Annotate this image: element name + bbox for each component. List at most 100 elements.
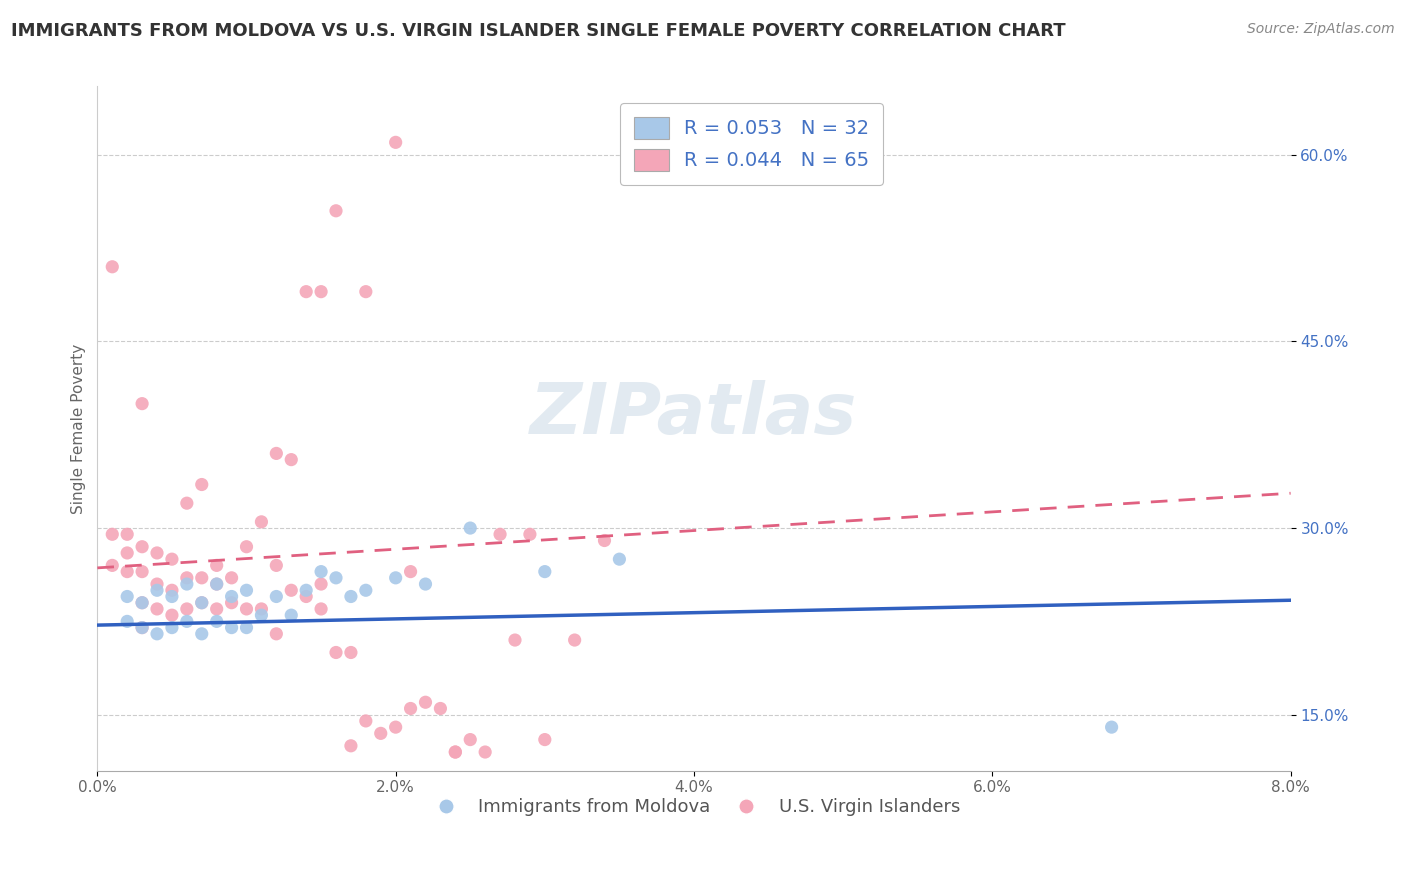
Point [399,565,422,579]
Point [354,714,377,728]
Point [176,602,198,616]
Point [429,701,451,715]
Point [160,590,183,604]
Point [146,602,169,616]
Point [101,558,124,573]
Point [190,477,212,491]
Point [533,732,555,747]
Point [221,571,243,585]
Point [146,546,169,560]
Point [370,726,392,740]
Point [131,621,153,635]
Point [384,136,406,150]
Point [458,521,481,535]
Point [131,540,153,554]
Point [266,446,288,460]
Point [160,583,183,598]
Point [564,633,586,648]
Point [295,590,318,604]
Point [235,621,257,635]
Point [115,615,138,629]
Legend: Immigrants from Moldova, U.S. Virgin Islanders: Immigrants from Moldova, U.S. Virgin Isl… [420,791,967,823]
Point [176,577,198,591]
Point [131,596,153,610]
Point [280,608,302,623]
Point [176,615,198,629]
Point [354,583,377,598]
Point [250,515,273,529]
Point [146,627,169,641]
Point [340,590,363,604]
Point [1101,720,1123,734]
Point [221,590,243,604]
Point [325,645,347,659]
Point [101,260,124,274]
Point [503,633,526,648]
Point [160,552,183,566]
Point [115,565,138,579]
Point [474,745,496,759]
Point [399,701,422,715]
Point [533,565,555,579]
Point [489,527,512,541]
Point [115,590,138,604]
Point [458,732,481,747]
Point [325,571,347,585]
Point [221,621,243,635]
Point [205,602,228,616]
Point [131,397,153,411]
Point [444,745,467,759]
Point [519,527,541,541]
Point [176,496,198,510]
Point [266,627,288,641]
Point [340,645,363,659]
Point [280,583,302,598]
Point [415,695,437,709]
Point [205,577,228,591]
Point [205,558,228,573]
Point [309,602,332,616]
Point [205,577,228,591]
Point [221,596,243,610]
Point [309,285,332,299]
Point [190,596,212,610]
Point [190,571,212,585]
Point [235,583,257,598]
Point [354,285,377,299]
Point [415,577,437,591]
Point [131,596,153,610]
Point [160,621,183,635]
Point [250,608,273,623]
Point [295,583,318,598]
Point [280,452,302,467]
Point [250,602,273,616]
Point [309,577,332,591]
Point [176,571,198,585]
Point [295,285,318,299]
Point [160,608,183,623]
Point [115,527,138,541]
Point [384,720,406,734]
Point [115,546,138,560]
Point [101,527,124,541]
Point [131,565,153,579]
Point [190,627,212,641]
Point [205,615,228,629]
Point [190,596,212,610]
Point [593,533,616,548]
Point [266,558,288,573]
Point [325,203,347,218]
Text: ZIPatlas: ZIPatlas [530,380,858,450]
Point [444,745,467,759]
Point [266,590,288,604]
Point [131,621,153,635]
Text: IMMIGRANTS FROM MOLDOVA VS U.S. VIRGIN ISLANDER SINGLE FEMALE POVERTY CORRELATIO: IMMIGRANTS FROM MOLDOVA VS U.S. VIRGIN I… [11,22,1066,40]
Point [235,540,257,554]
Point [146,577,169,591]
Point [235,602,257,616]
Point [340,739,363,753]
Point [609,552,631,566]
Point [384,571,406,585]
Point [146,583,169,598]
Text: Source: ZipAtlas.com: Source: ZipAtlas.com [1247,22,1395,37]
